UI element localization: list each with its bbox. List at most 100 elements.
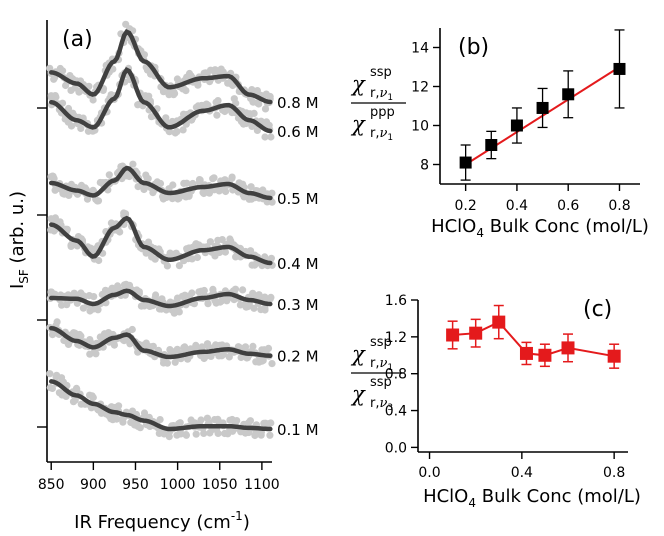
panel-c-x-tick-label: 0.4: [511, 465, 533, 481]
panel-b-data-point: [536, 101, 549, 114]
panel-a-x-tick-label: 950: [122, 477, 149, 493]
panel-a-raw-point: [244, 419, 252, 427]
panel-c-x-tick-label: 0.0: [418, 465, 440, 481]
panel-a-fit-curve: [48, 67, 273, 134]
panel-a-raw-point: [149, 342, 157, 350]
panel-a-raw-point: [194, 81, 202, 89]
panel-b-ylabel-num-chi: χ: [350, 72, 366, 96]
panel-a-raw-point: [261, 306, 269, 314]
panel-a-raw-point: [156, 416, 164, 424]
panel-a-x-tick-label: 1000: [160, 477, 196, 493]
panel-a-raw-point: [173, 128, 181, 136]
panel-a-series-label: 0.8 M: [277, 94, 319, 112]
panel-c-data-point: [469, 326, 483, 340]
panel-a-raw-point: [237, 353, 245, 362]
panel-a-raw-point: [265, 121, 273, 129]
panel-a-raw-point: [239, 286, 247, 294]
panel-c-ylabel-den-chi: χ: [350, 382, 366, 406]
panel-a-raw-point: [195, 179, 203, 187]
panel-a-raw-point: [214, 97, 222, 105]
panel-a-raw-point: [248, 86, 256, 94]
panel-a-raw-point: [227, 237, 235, 245]
panel-b-y-tick-label: 8: [420, 158, 429, 174]
panel-a-raw-point: [228, 173, 236, 181]
panel-a-raw-point: [250, 304, 258, 312]
panel-c-label: (c): [583, 297, 612, 322]
panel-a-raw-point: [46, 384, 54, 392]
panel-a-raw-point: [252, 358, 260, 366]
panel-a-raw-point: [223, 297, 231, 305]
panel-a-raw-point: [218, 236, 226, 244]
panel-a-raw-point: [160, 193, 169, 201]
panel-a-raw-point: [83, 195, 92, 203]
panel-a-raw-point: [213, 111, 221, 119]
panel-a-raw-point: [163, 359, 171, 367]
panel-a-series-label: 0.4 M: [277, 255, 319, 273]
panel-a-raw-point: [176, 419, 184, 427]
panel-a-x-ticks: 850 900 950 1000 1050 1100: [38, 462, 280, 493]
panel-a-raw-point: [266, 431, 274, 439]
panel-a-raw-point: [72, 384, 81, 392]
panel-b-y-tick-label: 12: [411, 80, 429, 96]
panel-b-ylabel-den-sup: ppp: [370, 105, 395, 120]
panel-a-raw-point: [182, 87, 190, 95]
panel-a-raw-point: [89, 96, 97, 104]
panel-a-raw-point: [248, 261, 256, 269]
panel-a-raw-point: [253, 126, 261, 134]
panel-a-raw-point: [63, 301, 71, 309]
panel-a-raw-point: [115, 402, 123, 410]
panel-a-raw-point: [268, 189, 276, 197]
panel-a-x-tick-label: 1050: [202, 477, 238, 493]
panel-b-x-axis-label: HClO4 Bulk Conc (mol/L): [431, 216, 649, 240]
panel-a-raw-point: [165, 433, 173, 441]
panel-a-raw-point: [163, 262, 171, 270]
panel-b-ticks: 0.2 0.4 0.6 0.8 8 10 12 14: [411, 41, 630, 215]
panel-a-raw-point: [245, 428, 253, 437]
panel-b-y-tick-label: 10: [411, 119, 429, 135]
panel-c-y-tick-label: 0.8: [385, 367, 407, 383]
panel-a-y-axis-label: ISF (arb. u.): [7, 191, 31, 289]
panel-b-ylabel-den-sub: r,ν1: [370, 126, 393, 143]
panel-a-raw-point: [233, 417, 241, 425]
panel-a-series-label: 0.3 M: [277, 296, 319, 314]
panel-b-data-point: [459, 156, 472, 169]
panel-a-series-label: 0.2 M: [277, 348, 319, 366]
panel-c-y-tick-label: 0.4: [385, 404, 407, 420]
panel-c-data-point: [446, 328, 460, 342]
panel-a-raw-point: [197, 416, 205, 424]
panel-a-raw-point: [221, 248, 229, 256]
panel-a-raw-point: [264, 344, 273, 352]
panel-c-data-points: [446, 304, 621, 369]
panel-a-raw-point: [261, 105, 270, 113]
panel-b-x-tick-label: 0.4: [506, 198, 528, 214]
panel-b-data-point: [510, 119, 523, 132]
panel-b-data-point: [562, 88, 575, 101]
panel-c-y-tick-label: 0.0: [385, 440, 407, 456]
panel-a-raw-point: [253, 99, 262, 107]
panel-a-x-tick-label: 900: [80, 477, 107, 493]
panel-c-ylabel-den-sup: ssp: [370, 375, 392, 390]
panel-a-x-tick-label: 1100: [244, 477, 280, 493]
panel-a-raw-point: [200, 429, 208, 437]
panel-c-ylabel-num-sup: ssp: [370, 335, 392, 350]
panel-a-x-axis-label: IR Frequency (cm-1): [74, 509, 250, 533]
panel-a-raw-point: [77, 124, 85, 132]
panel-a-series-label: 0.6 M: [277, 123, 319, 141]
panel-a-fit-curve: [48, 325, 273, 360]
panel-b-y-tick-label: 14: [411, 41, 429, 57]
panel-a-raw-point: [77, 332, 85, 340]
panel-c-data-point: [492, 315, 506, 329]
panel-a-raw-point: [267, 133, 275, 141]
panel-b-label: (b): [458, 35, 489, 60]
panel-a-raw-point: [51, 186, 59, 194]
panel-a-raw-point: [261, 133, 269, 141]
panel-a-label: (a): [62, 27, 93, 52]
panel-a-raw-point: [128, 325, 136, 334]
panel-a-raw-point: [185, 191, 193, 199]
panel-a-raw-point: [170, 88, 178, 96]
panel-a-raw-point: [210, 174, 218, 182]
panel-b-x-tick-label: 0.2: [455, 198, 477, 214]
panel-b: 0.2 0.4 0.6 0.8 8 10 12 14 (b) HClO4 Bulk Conc …: [350, 28, 649, 240]
panel-b-ylabel-num-sup: ssp: [370, 65, 392, 80]
